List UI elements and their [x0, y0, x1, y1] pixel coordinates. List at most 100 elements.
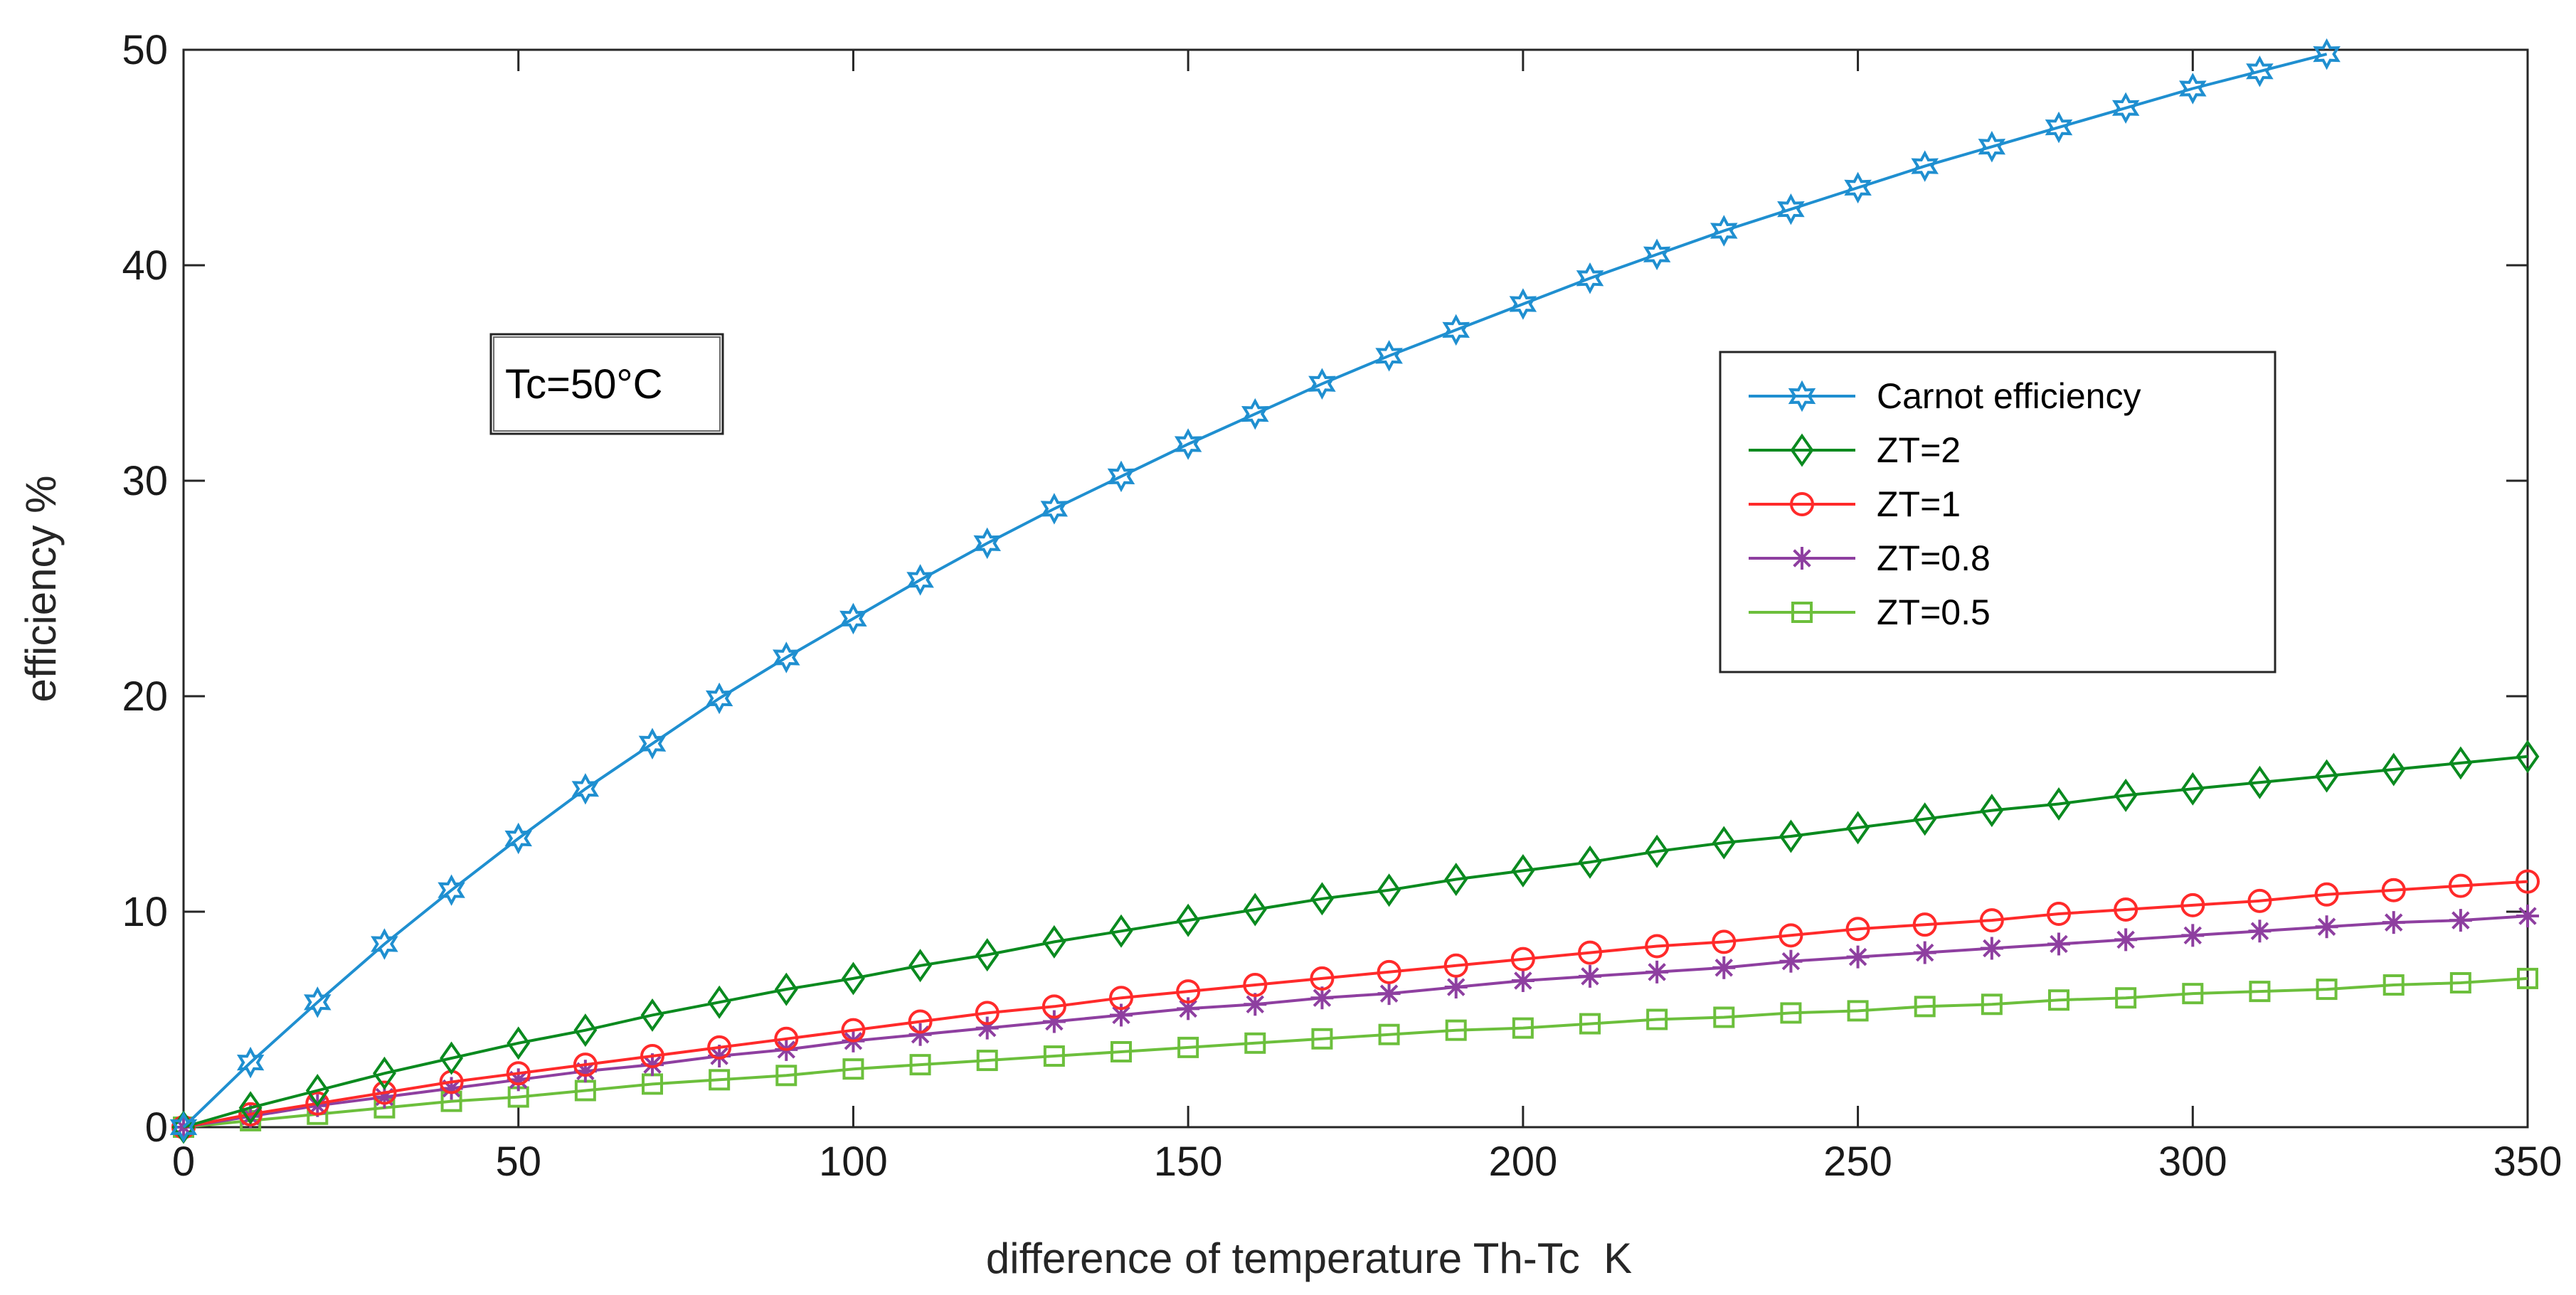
- data-point-zt-2: [2180, 772, 2205, 806]
- y-tick-label: 40: [122, 243, 168, 289]
- data-point-zt-0-8: [1980, 937, 2003, 960]
- data-point-zt-1: [2381, 878, 2406, 902]
- data-point-zt-0-5: [1378, 1023, 1400, 1045]
- data-point-zt-2: [2247, 765, 2272, 799]
- y-tick-label: 10: [122, 889, 168, 935]
- asterisk-stroke: [643, 1055, 662, 1074]
- data-point-carnot-efficiency: [2045, 111, 2073, 144]
- data-point-zt-0-5: [1177, 1036, 1199, 1058]
- legend-label: ZT=0.8: [1877, 538, 1991, 578]
- data-point-zt-1: [1176, 979, 1201, 1004]
- data-point-zt-2: [2315, 759, 2339, 793]
- data-point-carnot-efficiency: [236, 1046, 265, 1079]
- data-point-zt-1: [1712, 929, 1737, 954]
- data-point-carnot-efficiency: [169, 1111, 198, 1144]
- data-point-zt-0-8: [2114, 928, 2138, 952]
- data-point-zt-2: [2516, 740, 2540, 774]
- data-point-zt-0-5: [1847, 1000, 1869, 1022]
- asterisk-stroke: [1983, 939, 2001, 958]
- y-tick-label: 50: [122, 27, 168, 73]
- x-tick-label: 250: [1823, 1139, 1892, 1185]
- data-point-zt-0-5: [1244, 1032, 1266, 1054]
- data-point-zt-0-8: [2449, 909, 2472, 932]
- data-point-carnot-efficiency: [1107, 460, 1135, 493]
- data-point-zt-0-5: [1111, 1040, 1132, 1062]
- data-point-zt-2: [573, 1013, 598, 1048]
- data-point-zt-2: [1913, 802, 1937, 836]
- data-point-carnot-efficiency: [1040, 493, 1069, 525]
- legend-entries: Carnot efficiency ZT=2 ZT=1 ZT=0.8 ZT=0.5: [1749, 376, 2141, 632]
- legend-marker: [1790, 492, 1814, 516]
- data-point-carnot-efficiency: [638, 728, 667, 760]
- data-point-zt-1: [2180, 892, 2205, 917]
- data-point-zt-0-8: [2047, 932, 2070, 956]
- data-point-zt-1: [305, 1091, 330, 1116]
- data-point-zt-0-5: [2249, 981, 2271, 1003]
- data-point-zt-2: [372, 1056, 396, 1090]
- legend: Carnot efficiency ZT=2 ZT=1 ZT=0.8 ZT=0.5: [1719, 351, 2276, 673]
- asterisk-stroke: [1112, 1006, 1130, 1025]
- data-point-carnot-efficiency: [839, 602, 867, 635]
- legend-item-zt-0-8: ZT=0.8: [1749, 538, 1991, 578]
- data-point-carnot-efficiency: [1308, 368, 1336, 400]
- y-tick-label: 0: [145, 1104, 168, 1151]
- data-point-zt-1: [2247, 888, 2272, 913]
- data-point-zt-1: [1578, 940, 1602, 965]
- data-point-carnot-efficiency: [504, 822, 532, 855]
- data-point-zt-2: [640, 998, 664, 1032]
- x-tick-label: 100: [819, 1139, 888, 1185]
- asterisk-stroke: [2250, 922, 2269, 940]
- data-point-zt-1: [1443, 953, 1468, 978]
- data-point-zt-1: [774, 1026, 799, 1051]
- data-point-zt-0-8: [1712, 956, 1736, 979]
- data-point-zt-2: [1980, 794, 2004, 828]
- data-point-zt-0-5: [909, 1054, 931, 1076]
- series-zt-0-5: [173, 967, 2538, 1138]
- data-point-zt-2: [305, 1074, 329, 1107]
- data-point-zt-1: [2114, 897, 2138, 922]
- asterisk-stroke: [442, 1079, 461, 1098]
- plot-frame: [182, 48, 2529, 1129]
- data-point-carnot-efficiency: [1509, 288, 1537, 320]
- data-point-zt-1: [1310, 966, 1335, 991]
- data-point-zt-1: [2516, 869, 2540, 894]
- data-point-zt-0-5: [1579, 1013, 1601, 1035]
- data-point-zt-1: [372, 1080, 397, 1105]
- x-tick-label: 350: [2493, 1139, 2562, 1185]
- data-point-zt-0-5: [1914, 996, 1936, 1018]
- data-point-carnot-efficiency: [438, 874, 465, 906]
- data-point-zt-2: [2114, 778, 2138, 812]
- data-point-carnot-efficiency: [1844, 171, 1872, 204]
- asterisk-stroke: [1648, 963, 1666, 981]
- data-point-zt-0-5: [976, 1050, 998, 1072]
- series-layer: [169, 38, 2540, 1144]
- data-point-carnot-efficiency: [1241, 398, 1269, 430]
- data-point-zt-0-5: [1445, 1019, 1467, 1041]
- data-point-carnot-efficiency: [1442, 314, 1470, 346]
- data-point-zt-2: [440, 1041, 464, 1075]
- series-zt-2: [171, 740, 2540, 1144]
- data-point-zt-2: [2047, 787, 2071, 821]
- data-point-zt-0-8: [2181, 924, 2205, 947]
- data-point-zt-0-8: [2315, 915, 2338, 939]
- data-point-zt-1: [2314, 882, 2339, 907]
- data-point-zt-0-5: [2115, 987, 2137, 1009]
- annotation-text: Tc=50°C: [505, 361, 662, 407]
- data-point-zt-2: [774, 972, 798, 1006]
- data-point-zt-0-8: [1579, 964, 1601, 988]
- asterisk-stroke: [1915, 943, 1934, 962]
- data-point-zt-1: [1912, 912, 1937, 937]
- legend-label: ZT=1: [1877, 484, 1961, 524]
- data-point-zt-2: [707, 985, 731, 1019]
- series-zt-1: [171, 869, 2540, 1139]
- data-point-zt-1: [1645, 934, 1670, 959]
- series-line-zt-0-5: [183, 976, 2528, 1129]
- legend-item-zt-1: ZT=1: [1749, 484, 1961, 524]
- legend-marker: [1791, 602, 1813, 623]
- legend-item-zt-0-5: ZT=0.5: [1749, 592, 1991, 632]
- data-point-zt-2: [1176, 903, 1200, 937]
- data-point-carnot-efficiency: [2246, 55, 2274, 87]
- asterisk-stroke: [2518, 907, 2537, 925]
- asterisk-stroke: [2452, 911, 2470, 929]
